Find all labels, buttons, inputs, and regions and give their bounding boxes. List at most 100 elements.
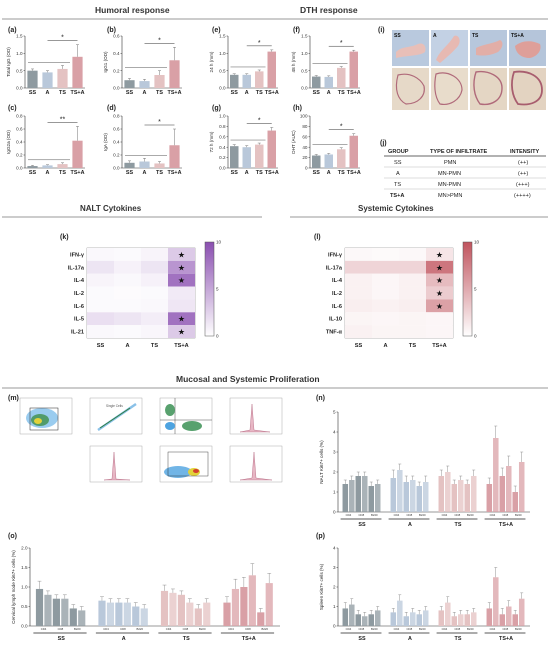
- x-subcategory-label: B220: [262, 627, 269, 631]
- header-dth: DTH response: [300, 5, 358, 15]
- y-tick-label: 1.5: [16, 34, 23, 39]
- color-scale-tick: 5: [216, 287, 219, 292]
- bar: [42, 165, 53, 168]
- y-tick-label: 0.0: [113, 166, 120, 171]
- y-tick-label: 0.8: [113, 114, 120, 119]
- x-subcategory-label: CD8: [503, 513, 509, 517]
- heatmap-row-label: IL-6: [332, 304, 342, 310]
- y-axis-label: Spleen Ki67+ cells (%): [319, 563, 324, 610]
- panel-label-d: (d): [107, 105, 116, 112]
- heatmap-cell: [372, 248, 399, 261]
- y-tick-label: 100: [300, 114, 308, 119]
- x-subcategory-label: B220: [371, 513, 378, 517]
- bar: [349, 480, 355, 512]
- y-tick-label: 0.5: [301, 68, 308, 73]
- panel-label-l: (l): [314, 234, 321, 241]
- bar: [255, 144, 264, 168]
- heatmap-column-label: A: [383, 343, 387, 349]
- bar: [231, 588, 240, 626]
- y-tick-label: 0.0: [16, 86, 23, 91]
- bar: [267, 51, 276, 88]
- heatmap-cell: [426, 273, 453, 287]
- bar: [139, 161, 150, 168]
- table-cell: PMN: [444, 160, 456, 166]
- bar: [337, 149, 346, 168]
- heatmap-cell: [87, 312, 114, 326]
- heatmap-cell: [426, 286, 453, 300]
- panel-label-n: (n): [316, 395, 325, 402]
- bar: [368, 486, 374, 512]
- heatmap-column-label: SS: [97, 343, 105, 349]
- x-tick-label: TS+A: [265, 170, 279, 176]
- table-header-group: GROUP: [388, 149, 409, 155]
- significance-star: ★: [436, 276, 443, 285]
- bar: [160, 590, 169, 626]
- bar: [499, 476, 506, 512]
- chart-cervical-ki67: 0.0 0.5 1.0 1.5 2.0 Cervical lymph node Ki67+…: [11, 546, 280, 642]
- heatmap-cell: [114, 248, 141, 261]
- y-tick-label: 5: [333, 410, 336, 415]
- heatmap-cell: [399, 299, 426, 313]
- y-tick-label: 0.6: [113, 34, 120, 39]
- y-axis-label: Cervical lymph node Ki67+ cells (%): [11, 550, 16, 624]
- bar: [512, 492, 518, 512]
- bar: [169, 60, 180, 88]
- bar: [255, 71, 264, 88]
- x-tick-label: A: [327, 170, 331, 176]
- significance-star: ★: [178, 263, 185, 272]
- bar: [186, 602, 194, 626]
- chart-spleen-ki67: 0 1 2 3 4 Spleen Ki67+ cells (%) CD4 CD8 B220 SS C…: [319, 546, 530, 642]
- y-tick-label: 1.0: [16, 51, 23, 56]
- x-group-label: A: [408, 636, 412, 642]
- bar: [342, 608, 349, 626]
- x-subcategory-label: B220: [467, 513, 474, 517]
- heatmap-row-label: IL-2: [332, 291, 342, 297]
- x-tick-label: TS+A: [71, 170, 85, 176]
- bar: [194, 608, 202, 626]
- y-axis-label: IgG1 (OD): [103, 51, 108, 73]
- bar: [349, 604, 355, 626]
- flow-plot-single-cells: Single Cells: [89, 397, 143, 435]
- panel-label-b: (b): [107, 27, 116, 34]
- heatmap-cell: [114, 312, 141, 326]
- heatmap-cell: [345, 312, 372, 326]
- header-systemic-cytokines: Systemic Cytokines: [358, 204, 434, 213]
- bar: [464, 614, 470, 626]
- bar: [124, 80, 135, 88]
- y-tick-label: 20: [302, 155, 308, 160]
- header-nalt-cytokines: NALT Cytokines: [80, 204, 142, 213]
- bar: [342, 484, 349, 512]
- panel-label-g: (g): [212, 105, 221, 112]
- heatmap-cell: [168, 286, 195, 300]
- bar: [61, 598, 69, 626]
- x-subcategory-label: CD8: [407, 627, 413, 631]
- bar: [390, 612, 397, 626]
- x-tick-label: TS+A: [265, 90, 279, 96]
- bar: [177, 594, 185, 626]
- bar: [374, 484, 381, 512]
- y-tick-label: 0.8: [16, 114, 23, 119]
- y-axis-label: Total IgG (OD): [6, 47, 11, 77]
- x-subcategory-label: CD4: [394, 513, 400, 517]
- x-group-label: SS: [358, 522, 366, 528]
- heatmap-cell: [372, 299, 399, 313]
- bar: [72, 140, 83, 168]
- bar: [44, 594, 52, 626]
- heatmap-cell: [114, 299, 141, 313]
- y-tick-label: 0.5: [16, 68, 23, 73]
- heatmap-row-label: IFN-γ: [70, 252, 85, 258]
- x-group-label: TS+A: [499, 522, 513, 528]
- heatmap-cell: [372, 260, 399, 274]
- x-tick-label: SS: [126, 90, 134, 96]
- y-tick-label: 0.2: [113, 68, 120, 73]
- x-subcategory-label: B220: [137, 627, 144, 631]
- x-tick-label: TS: [338, 90, 345, 96]
- heatmap-cell: [168, 273, 195, 287]
- x-subcategory-label: B220: [515, 513, 522, 517]
- bar: [52, 598, 60, 626]
- significance-star: ★: [178, 276, 185, 285]
- y-tick-label: 80: [302, 124, 308, 129]
- y-tick-label: 2.0: [21, 546, 28, 551]
- bar: [458, 480, 464, 512]
- bar: [78, 610, 86, 626]
